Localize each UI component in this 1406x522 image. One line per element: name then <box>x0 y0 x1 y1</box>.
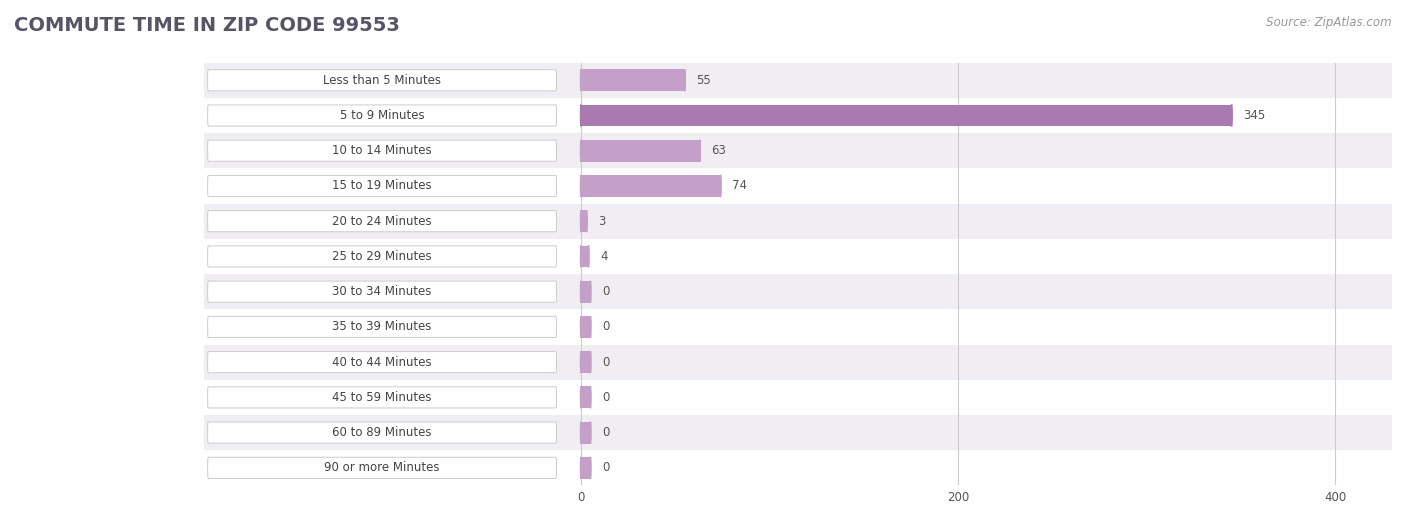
Bar <box>204 345 1392 380</box>
Bar <box>204 133 1392 169</box>
Bar <box>204 309 1392 345</box>
Text: 35 to 39 Minutes: 35 to 39 Minutes <box>332 321 432 334</box>
Text: 0: 0 <box>602 461 609 474</box>
Bar <box>581 104 1232 126</box>
FancyBboxPatch shape <box>208 352 557 373</box>
Bar <box>581 422 591 444</box>
Text: 15 to 19 Minutes: 15 to 19 Minutes <box>332 180 432 193</box>
Text: 45 to 59 Minutes: 45 to 59 Minutes <box>332 391 432 404</box>
Bar <box>581 351 591 373</box>
Bar <box>581 386 591 408</box>
Text: 4: 4 <box>600 250 607 263</box>
Bar <box>204 380 1392 415</box>
Text: 0: 0 <box>602 355 609 369</box>
FancyBboxPatch shape <box>208 246 557 267</box>
FancyBboxPatch shape <box>208 281 557 302</box>
FancyBboxPatch shape <box>208 70 557 91</box>
FancyBboxPatch shape <box>208 140 557 161</box>
Bar <box>204 450 1392 485</box>
Text: 74: 74 <box>733 180 747 193</box>
FancyBboxPatch shape <box>208 105 557 126</box>
Bar <box>581 175 721 197</box>
Bar <box>204 63 1392 98</box>
Text: COMMUTE TIME IN ZIP CODE 99553: COMMUTE TIME IN ZIP CODE 99553 <box>14 16 399 34</box>
Bar <box>581 69 685 91</box>
Bar <box>581 316 591 338</box>
Text: 10 to 14 Minutes: 10 to 14 Minutes <box>332 144 432 157</box>
Bar <box>204 204 1392 239</box>
Text: 345: 345 <box>1243 109 1265 122</box>
Bar <box>204 169 1392 204</box>
Bar <box>581 457 591 479</box>
Text: 55: 55 <box>696 74 711 87</box>
Text: 60 to 89 Minutes: 60 to 89 Minutes <box>332 426 432 439</box>
FancyBboxPatch shape <box>208 387 557 408</box>
FancyBboxPatch shape <box>208 457 557 479</box>
Bar <box>581 210 586 232</box>
Text: 0: 0 <box>602 321 609 334</box>
Bar <box>204 98 1392 133</box>
Text: 40 to 44 Minutes: 40 to 44 Minutes <box>332 355 432 369</box>
Text: 30 to 34 Minutes: 30 to 34 Minutes <box>332 285 432 298</box>
FancyBboxPatch shape <box>208 175 557 197</box>
Text: 3: 3 <box>598 215 606 228</box>
Text: Less than 5 Minutes: Less than 5 Minutes <box>323 74 441 87</box>
Text: 20 to 24 Minutes: 20 to 24 Minutes <box>332 215 432 228</box>
Bar <box>581 281 591 303</box>
FancyBboxPatch shape <box>208 422 557 443</box>
FancyBboxPatch shape <box>208 316 557 338</box>
Text: 5 to 9 Minutes: 5 to 9 Minutes <box>340 109 425 122</box>
Text: 90 or more Minutes: 90 or more Minutes <box>325 461 440 474</box>
Bar <box>204 239 1392 274</box>
Text: 63: 63 <box>711 144 725 157</box>
FancyBboxPatch shape <box>208 211 557 232</box>
Text: 0: 0 <box>602 391 609 404</box>
Text: 25 to 29 Minutes: 25 to 29 Minutes <box>332 250 432 263</box>
Text: Source: ZipAtlas.com: Source: ZipAtlas.com <box>1267 16 1392 29</box>
Bar <box>581 245 589 267</box>
Text: 0: 0 <box>602 426 609 439</box>
Bar <box>204 274 1392 309</box>
Bar <box>581 140 700 162</box>
Text: 0: 0 <box>602 285 609 298</box>
Bar <box>204 415 1392 450</box>
